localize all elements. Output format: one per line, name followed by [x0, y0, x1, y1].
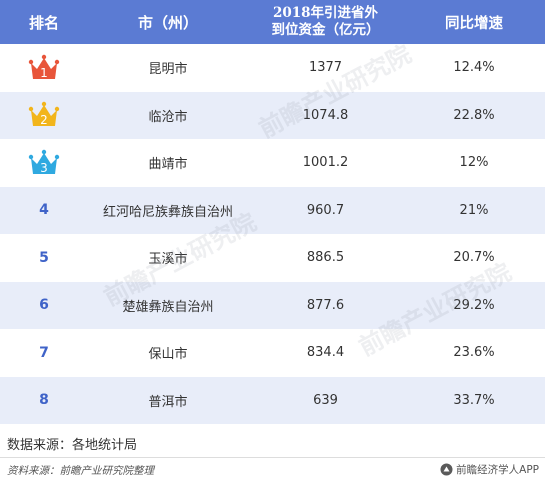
rank-number: 7	[39, 344, 49, 361]
footer: 资料来源：前瞻产业研究院整理 前瞻经济学人APP	[0, 457, 545, 480]
growth-cell: 20.7%	[453, 250, 495, 266]
growth-cell: 22.8%	[453, 107, 495, 123]
rank-cell: 5	[0, 250, 88, 266]
investment-cell: 834.4	[306, 345, 345, 361]
city-cell: 楚雄彝族自治州	[122, 299, 214, 315]
rank-cell: 8	[0, 392, 88, 408]
header-city: 市（州）	[137, 13, 198, 32]
crown-rank-number: 3	[40, 161, 48, 175]
city-cell: 玉溪市	[148, 252, 188, 268]
crown-rank-number: 2	[40, 113, 48, 127]
header-investment: 2018年引进省外 到位资金（亿元）	[248, 5, 403, 39]
table-body: 1 昆明市 1377 12.4% 2 临沧市 1074.8 22.8% 3 曲靖市 1001.2 12…	[0, 44, 545, 424]
investment-cell: 877.6	[306, 297, 345, 313]
footer-brand-text: 前瞻经济学人APP	[456, 464, 539, 476]
growth-cell: 21%	[459, 202, 489, 218]
crown-icon: 1	[28, 54, 60, 80]
investment-cell: 1074.8	[302, 107, 349, 123]
table-row: 1 昆明市 1377 12.4%	[0, 44, 545, 92]
city-cell: 保山市	[148, 347, 188, 363]
investment-cell: 960.7	[306, 202, 345, 218]
table-row: 6 楚雄彝族自治州 877.6 29.2%	[0, 281, 545, 329]
rank-cell: 6	[0, 297, 88, 313]
ranking-table: 排名 市（州） 2018年引进省外 到位资金（亿元） 同比增速 1 昆明市 1377…	[0, 0, 545, 424]
rank-cell: 7	[0, 345, 88, 361]
investment-cell: 639	[313, 392, 338, 408]
city-cell: 临沧市	[148, 109, 188, 125]
table-row: 7 保山市 834.4 23.6%	[0, 329, 545, 377]
investment-cell: 1001.2	[302, 155, 349, 171]
investment-cell: 1377	[308, 60, 343, 76]
investment-cell: 886.5	[306, 250, 345, 266]
growth-cell: 33.7%	[453, 392, 495, 408]
growth-cell: 29.2%	[453, 297, 495, 313]
brand-logo-icon	[440, 463, 453, 476]
rank-number: 5	[39, 249, 49, 266]
rank-number: 6	[39, 297, 49, 314]
rank-number: 4	[39, 202, 49, 219]
growth-cell: 23.6%	[453, 345, 495, 361]
table-row: 8 普洱市 639 33.7%	[0, 376, 545, 424]
table-row: 5 玉溪市 886.5 20.7%	[0, 234, 545, 282]
table-row: 2 临沧市 1074.8 22.8%	[0, 91, 545, 139]
growth-cell: 12.4%	[453, 60, 495, 76]
table-row: 4 红河哈尼族彝族自治州 960.7 21%	[0, 186, 545, 234]
table-header: 排名 市（州） 2018年引进省外 到位资金（亿元） 同比增速	[0, 0, 545, 44]
rank-cell: 1	[0, 54, 88, 82]
city-cell: 普洱市	[148, 394, 188, 410]
rank-number: 8	[39, 392, 49, 409]
crown-icon: 2	[28, 102, 60, 127]
header-investment-line2: 到位资金（亿元）	[271, 22, 380, 38]
header-investment-line1: 2018年引进省外	[272, 5, 379, 21]
rank-cell: 3	[0, 149, 88, 177]
growth-cell: 12%	[459, 155, 489, 171]
rank-cell: 2	[0, 101, 88, 129]
data-source-note: 数据来源：各地统计局	[7, 438, 138, 453]
city-cell: 红河哈尼族彝族自治州	[102, 204, 233, 220]
crown-rank-number: 1	[40, 66, 48, 80]
header-growth: 同比增速	[445, 15, 503, 32]
footer-source: 资料来源：前瞻产业研究院整理	[7, 465, 154, 477]
footer-brand: 前瞻经济学人APP	[440, 462, 539, 477]
crown-icon: 3	[28, 149, 60, 175]
table-row: 3 曲靖市 1001.2 12%	[0, 139, 545, 187]
header-rank: 排名	[28, 13, 59, 32]
city-cell: 昆明市	[148, 62, 188, 78]
rank-cell: 4	[0, 202, 88, 218]
city-cell: 曲靖市	[148, 157, 188, 173]
